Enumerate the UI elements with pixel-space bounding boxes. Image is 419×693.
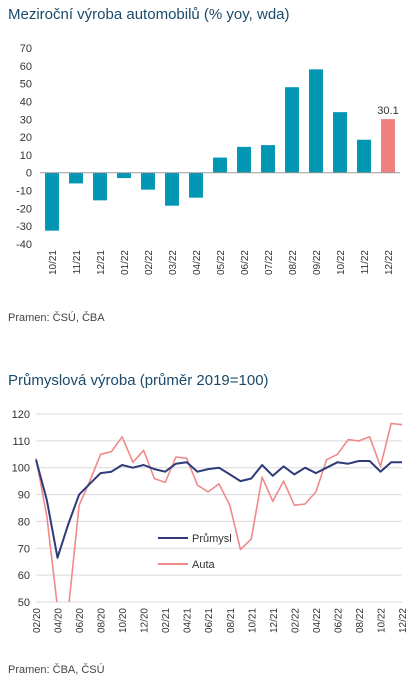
x-tick-label: 01/22 [120, 250, 131, 275]
y-tick-label: -20 [16, 203, 32, 215]
x-tick-label: 08/21 [226, 608, 237, 633]
x-tick-label: 08/20 [97, 608, 108, 633]
bar [333, 112, 347, 173]
y-tick-label: 40 [20, 96, 32, 108]
bar [117, 172, 131, 179]
chart1-title: Meziroční výroba automobilů (% yoy, wda) [8, 6, 290, 23]
chart2-title: Průmyslová výroba (průměr 2019=100) [8, 372, 269, 389]
bar [357, 139, 371, 173]
legend-label: Průmysl [192, 533, 232, 545]
x-tick-label: 03/22 [168, 250, 179, 275]
x-tick-label: 05/22 [216, 250, 227, 275]
y-tick-label: 120 [12, 409, 30, 421]
y-tick-label: -40 [16, 239, 32, 251]
bar [309, 69, 323, 173]
x-tick-label: 10/21 [247, 608, 258, 633]
bar [93, 172, 107, 201]
x-tick-label: 08/22 [288, 250, 299, 275]
bar [237, 146, 251, 173]
x-tick-label: 12/22 [398, 608, 409, 633]
x-tick-label: 04/22 [312, 608, 323, 633]
y-tick-label: 30 [20, 114, 32, 126]
x-tick-label: 10/22 [376, 608, 387, 633]
data-label: 30.1 [377, 105, 398, 117]
y-tick-label: 50 [18, 597, 30, 609]
x-tick-label: 07/22 [264, 250, 275, 275]
y-tick-label: 20 [20, 132, 32, 144]
chart1-source: Pramen: ČSÚ, ČBA [8, 312, 105, 324]
x-tick-label: 09/22 [312, 250, 323, 275]
y-tick-label: 110 [12, 436, 30, 448]
bar [165, 172, 179, 206]
x-tick-label: 10/22 [336, 250, 347, 275]
x-tick-label: 12/21 [269, 608, 280, 633]
y-tick-label: 80 [18, 516, 30, 528]
chart2-source: Pramen: ČBA, ČSÚ [8, 664, 105, 676]
x-tick-label: 02/20 [32, 608, 43, 633]
x-tick-label: 08/22 [355, 608, 366, 633]
y-tick-label: 70 [18, 543, 30, 555]
x-tick-label: 11/21 [72, 250, 83, 275]
bar [45, 172, 59, 231]
y-tick-label: -10 [16, 186, 32, 198]
bar-chart: 70 60 50 40 30 20 10 0 -10 -20 -30 -40 10/21 11/21 12/… [16, 43, 400, 275]
x-tick-label: 06/20 [75, 608, 86, 633]
x-tick-label: 10/21 [48, 250, 59, 275]
x-tick-label: 10/20 [118, 608, 129, 633]
x-tick-label: 06/21 [204, 608, 215, 633]
bar [285, 87, 299, 173]
y-tick-label: -30 [16, 221, 32, 233]
y-tick-label: 0 [26, 168, 32, 180]
x-tick-label: 04/20 [54, 608, 65, 633]
legend-label: Auta [192, 559, 216, 571]
x-tick-label: 06/22 [240, 250, 251, 275]
bar [189, 172, 203, 198]
x-tick-label: 02/22 [144, 250, 155, 275]
y-tick-label: 100 [12, 463, 30, 475]
x-tick-label: 04/21 [183, 608, 194, 633]
y-tick-label: 90 [18, 490, 30, 502]
series-line-prumysl [35, 459, 402, 559]
x-tick-label: 12/21 [96, 250, 107, 275]
x-tick-label: 12/20 [140, 608, 151, 633]
bar [213, 157, 227, 173]
bar [141, 172, 155, 190]
x-tick-label: 12/22 [384, 250, 395, 275]
y-tick-label: 50 [20, 79, 32, 91]
bar [69, 172, 83, 184]
x-tick-label: 04/22 [192, 250, 203, 275]
bar [381, 119, 395, 173]
y-tick-label: 60 [18, 570, 30, 582]
y-tick-label: 70 [20, 43, 32, 55]
y-tick-label: 60 [20, 61, 32, 73]
x-tick-label: 06/22 [333, 608, 344, 633]
x-tick-label: 02/21 [161, 608, 172, 633]
x-tick-label: 02/22 [290, 608, 301, 633]
bar [261, 145, 275, 173]
y-tick-label: 10 [20, 150, 32, 162]
x-tick-label: 11/22 [360, 250, 371, 275]
series-line-auta [35, 422, 403, 602]
